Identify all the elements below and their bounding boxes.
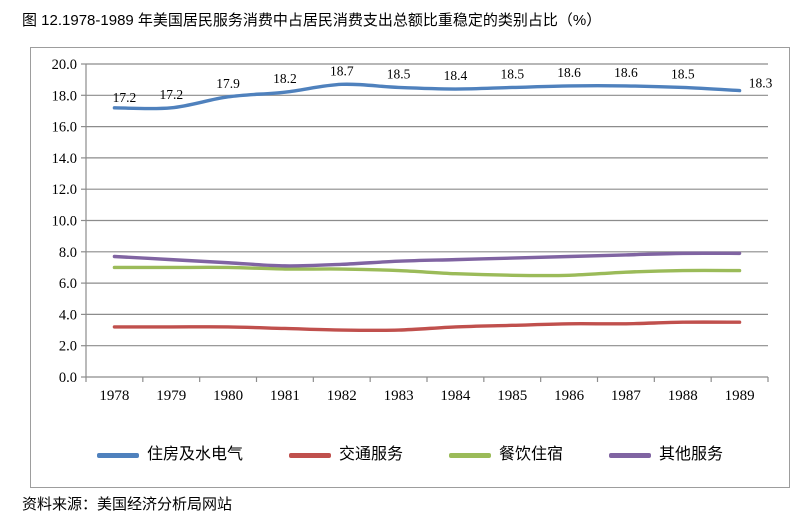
y-tick-label: 18.0 xyxy=(52,88,77,104)
x-tick-label: 1982 xyxy=(327,388,357,404)
data-label: 18.5 xyxy=(671,66,695,81)
legend-label-housing: 住房及水电气 xyxy=(146,446,243,463)
x-tick-label: 1988 xyxy=(668,388,698,404)
x-axis-labels: 1978 1979 1980 1981 1982 1983 1984 1985 1986 1987… xyxy=(99,388,754,404)
legend-label-food-lodging: 餐饮住宿 xyxy=(499,446,564,463)
legend-swatch-other-services xyxy=(609,452,652,458)
legend-swatch-housing xyxy=(96,452,139,458)
data-label: 18.4 xyxy=(444,68,468,83)
x-tick-label: 1983 xyxy=(384,388,414,404)
y-tick-label: 0.0 xyxy=(59,370,77,386)
data-label: 18.2 xyxy=(273,71,297,86)
x-tick-label: 1978 xyxy=(99,388,129,404)
y-tick-label: 16.0 xyxy=(52,120,77,136)
x-tick-label: 1985 xyxy=(497,388,527,404)
legend-item-food-lodging: 餐饮住宿 xyxy=(449,446,563,464)
chart-title: 图 12.1978-1989 年美国居民服务消费中占居民消费支出总额比重稳定的类… xyxy=(22,12,602,29)
y-tick-label: 2.0 xyxy=(59,339,77,355)
series-line-1 xyxy=(112,320,742,333)
data-label: 18.6 xyxy=(614,65,638,80)
data-label: 17.2 xyxy=(113,90,137,105)
data-label: 18.5 xyxy=(387,66,411,81)
source-note: 资料来源：美国经济分析局网站 xyxy=(22,496,233,513)
chart-legend: 住房及水电气 交通服务 餐饮住宿 其他服务 xyxy=(31,438,789,472)
legend-label-transport: 交通服务 xyxy=(338,446,403,463)
y-tick-label: 20.0 xyxy=(52,57,77,73)
y-tick-label: 8.0 xyxy=(59,245,77,261)
x-tick-label: 1984 xyxy=(440,388,471,404)
data-label: 18.6 xyxy=(557,65,581,80)
data-label: 17.9 xyxy=(216,76,240,91)
data-label: 18.5 xyxy=(500,66,524,81)
y-tick-label: 10.0 xyxy=(52,214,77,230)
series-data-labels-0: 17.2 17.2 17.9 18.2 18.7 18.5 18.4 18.5 18.6 18.6… xyxy=(113,63,773,104)
series-line-0 xyxy=(112,82,742,111)
legend-label-other-services: 其他服务 xyxy=(659,446,724,463)
gridlines xyxy=(81,63,768,378)
x-tick-label: 1986 xyxy=(554,388,585,404)
x-tick-label: 1981 xyxy=(270,388,300,404)
x-tick-label: 1989 xyxy=(725,388,755,404)
x-tick-label: 1980 xyxy=(213,388,243,404)
chart-frame: 0.0 2.0 4.0 6.0 8.0 10.0 12.0 14.0 16.0 18.0 20.0 1… xyxy=(30,47,790,488)
data-label: 17.2 xyxy=(159,87,183,102)
series-line-2 xyxy=(112,265,742,278)
data-label: 18.3 xyxy=(749,76,773,91)
x-tick-label: 1987 xyxy=(611,388,642,404)
line-chart-canvas: 0.0 2.0 4.0 6.0 8.0 10.0 12.0 14.0 16.0 18.0 20.0 1… xyxy=(52,57,773,404)
legend-item-other-services: 其他服务 xyxy=(609,446,723,464)
y-tick-label: 12.0 xyxy=(52,182,77,198)
data-label: 18.7 xyxy=(330,63,354,78)
legend-item-housing: 住房及水电气 xyxy=(96,446,243,464)
y-axis-labels: 0.0 2.0 4.0 6.0 8.0 10.0 12.0 14.0 16.0 18.0 20.0 xyxy=(52,57,77,386)
x-axis-ticks xyxy=(85,377,769,382)
series-line-3 xyxy=(112,251,742,268)
y-tick-label: 4.0 xyxy=(59,307,77,323)
legend-swatch-transport xyxy=(288,452,331,458)
legend-swatch-food-lodging xyxy=(449,452,491,458)
y-tick-label: 14.0 xyxy=(52,151,77,167)
x-tick-label: 1979 xyxy=(156,388,186,404)
y-tick-label: 6.0 xyxy=(59,276,77,292)
legend-item-transport: 交通服务 xyxy=(288,446,403,464)
